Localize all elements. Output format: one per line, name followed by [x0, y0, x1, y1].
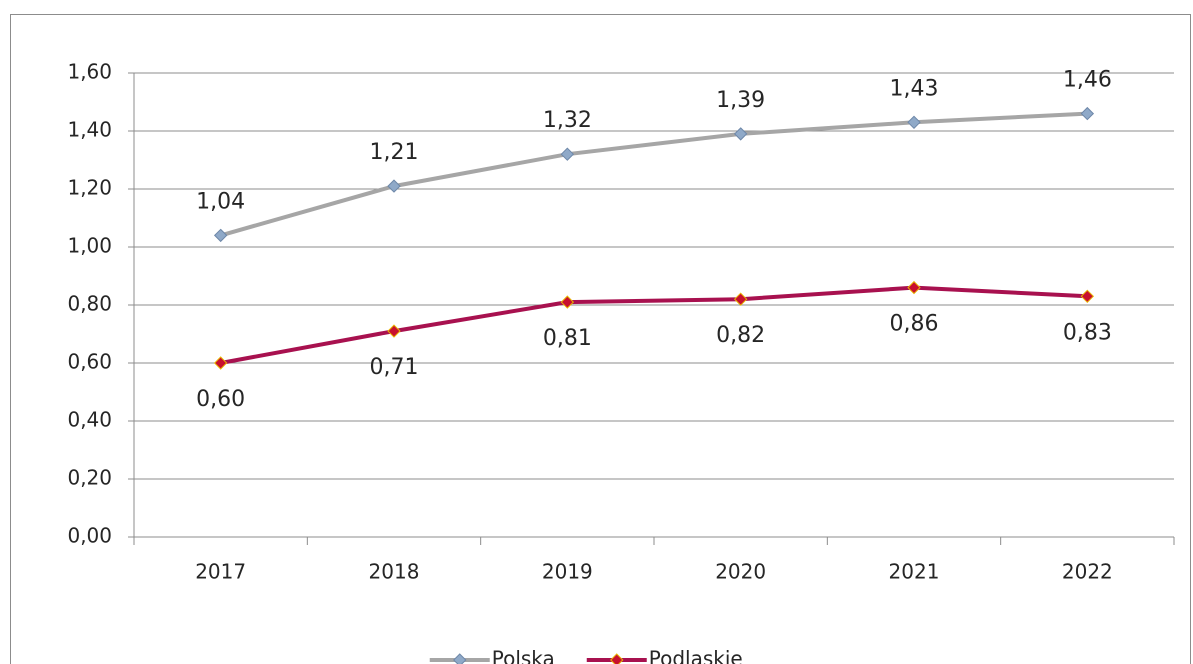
data-label: 0,86: [890, 312, 939, 337]
legend-label: Polska: [492, 647, 555, 664]
series-line: [220, 111, 1088, 238]
data-label: 1,39: [716, 88, 765, 113]
series-line: [220, 285, 1088, 365]
legend-marker: [453, 653, 467, 664]
point-marker: [387, 324, 401, 338]
y-tick-label: 1,40: [67, 118, 112, 142]
data-label: 0,82: [716, 323, 765, 348]
point-marker: [1080, 106, 1095, 121]
x-tick-label: 2018: [369, 560, 420, 584]
data-label: 1,04: [196, 189, 245, 214]
data-label: 1,21: [370, 140, 419, 165]
point-marker: [213, 228, 228, 243]
data-label: 1,46: [1063, 68, 1112, 93]
y-tick-label: 1,60: [67, 60, 112, 84]
data-label: 1,43: [890, 76, 939, 101]
x-tick-label: 2022: [1062, 560, 1113, 584]
x-tick-label: 2019: [542, 560, 593, 584]
y-tick-label: 1,00: [67, 234, 112, 258]
point-marker: [907, 115, 921, 130]
chart-border: [10, 14, 1191, 664]
x-tick-label: 2020: [715, 560, 766, 584]
data-label: 0,60: [196, 387, 245, 412]
x-tick-label: 2017: [195, 560, 246, 584]
point-marker: [560, 147, 575, 161]
x-tick-label: 2021: [889, 560, 940, 584]
legend-label: Podlaskie: [649, 647, 743, 664]
point-marker: [733, 127, 748, 141]
y-tick-label: 0,80: [67, 292, 112, 316]
point-marker: [733, 292, 748, 306]
point-marker: [907, 280, 921, 295]
legend-marker: [610, 653, 624, 664]
point-marker: [1080, 289, 1095, 304]
point-marker: [387, 179, 401, 193]
point-marker: [213, 356, 228, 370]
y-tick-label: 0,20: [67, 466, 112, 490]
data-label: 0,83: [1063, 320, 1112, 345]
point-marker: [560, 295, 575, 309]
data-label: 0,81: [543, 326, 592, 351]
y-tick-label: 0,40: [67, 408, 112, 432]
y-tick-label: 0,00: [67, 524, 112, 548]
data-label: 1,32: [543, 108, 592, 133]
y-tick-label: 1,20: [67, 176, 112, 200]
data-label: 0,71: [370, 355, 419, 380]
y-tick-label: 0,60: [67, 350, 112, 374]
